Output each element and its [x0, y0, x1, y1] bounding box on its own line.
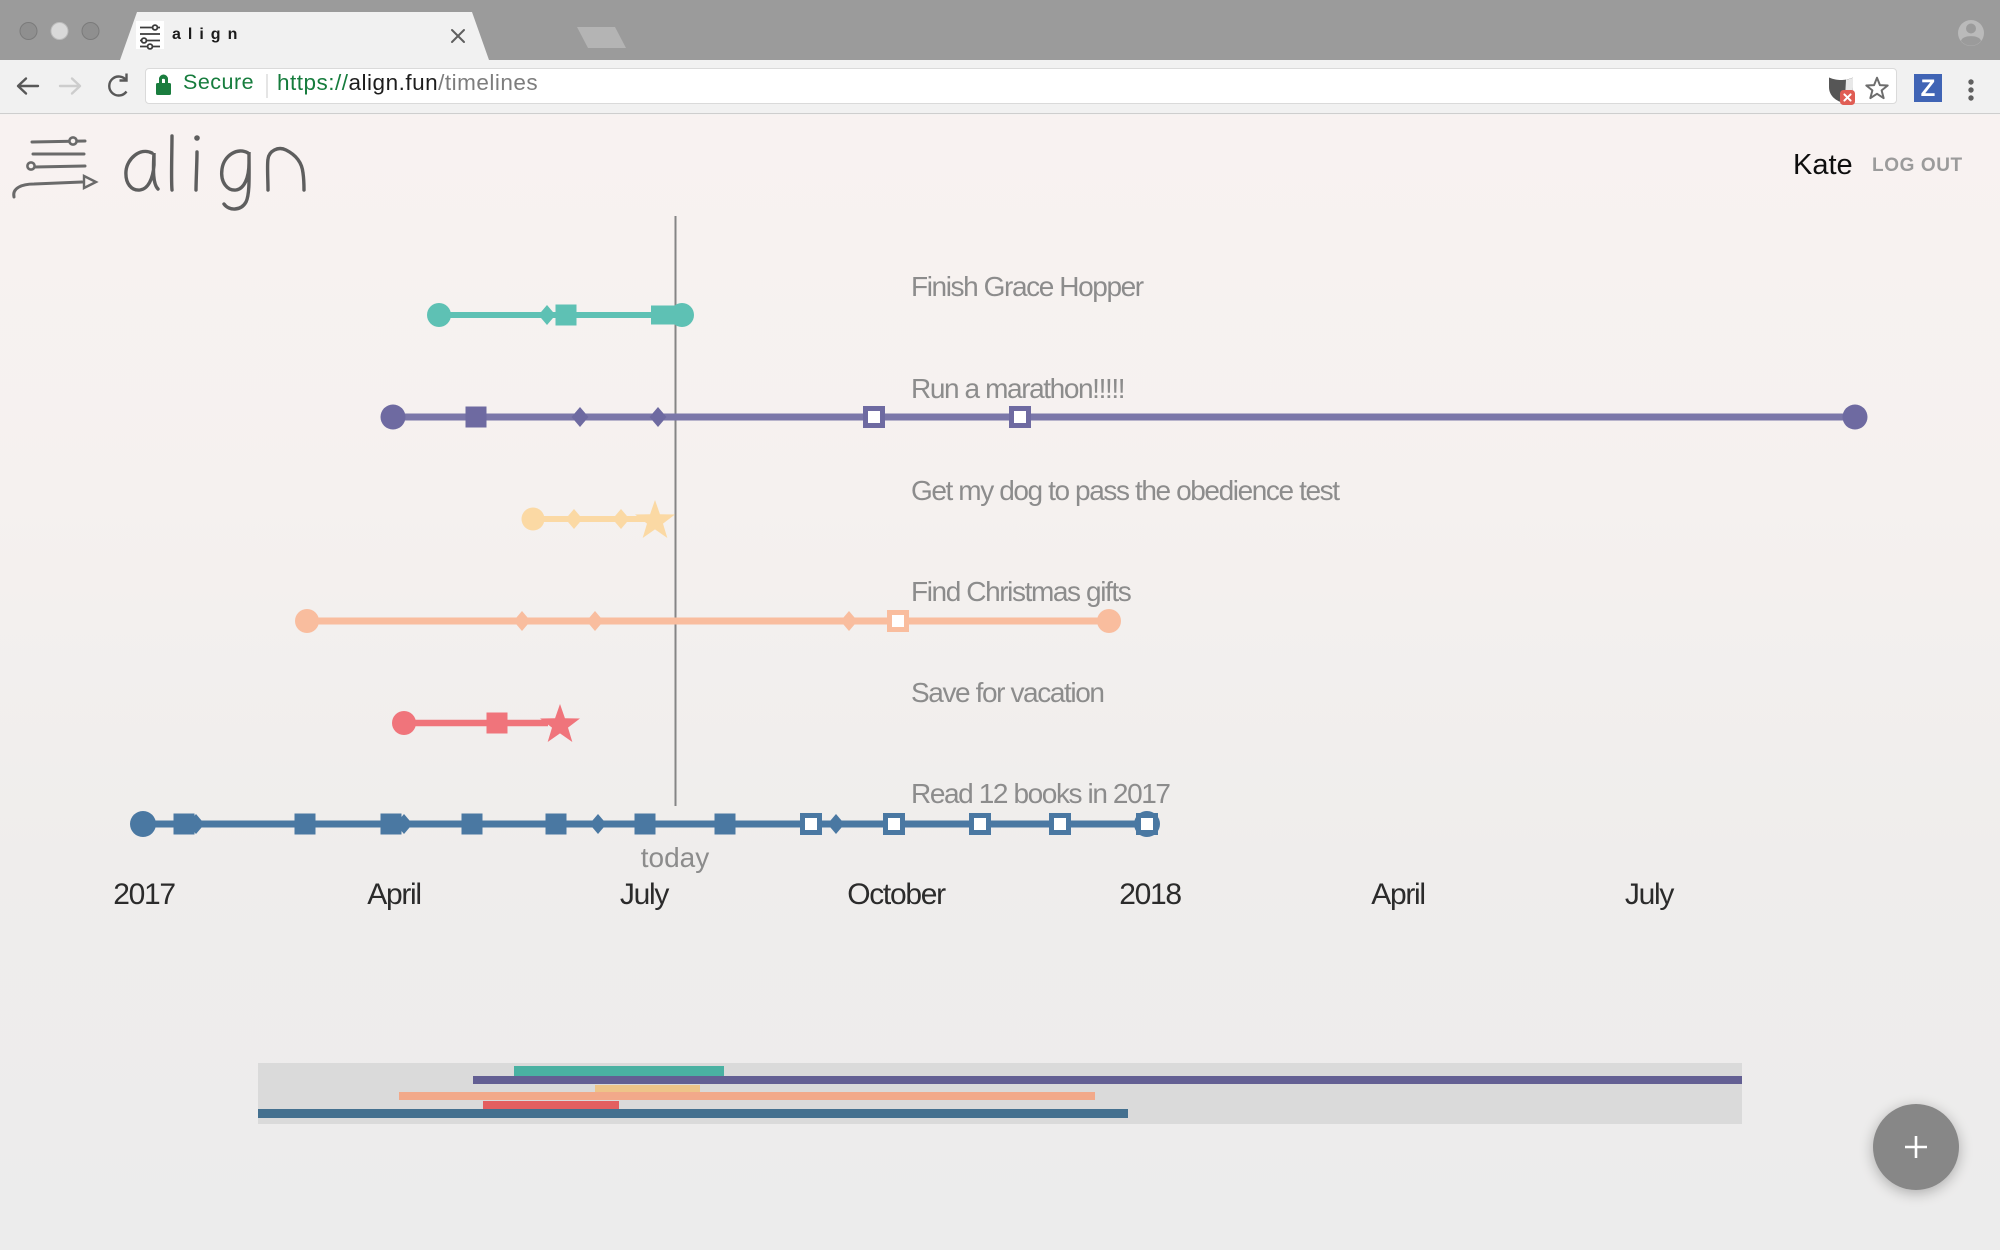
svg-text:April: April [1371, 878, 1425, 911]
svg-text:today: today [641, 842, 710, 873]
svg-text:Read 12 books in 2017: Read 12 books in 2017 [911, 778, 1170, 809]
svg-text:April: April [367, 878, 421, 911]
svg-text:2017: 2017 [113, 878, 175, 911]
svg-text:2018: 2018 [1119, 878, 1181, 911]
svg-text:Z: Z [1921, 75, 1936, 102]
svg-text:July: July [620, 878, 669, 911]
svg-text:Finish Grace Hopper: Finish Grace Hopper [911, 271, 1144, 302]
svg-text:October: October [847, 878, 946, 911]
svg-text:July: July [1625, 878, 1674, 911]
svg-text:Save for vacation: Save for vacation [911, 677, 1104, 708]
svg-text:Get my dog to pass the obedien: Get my dog to pass the obedience test [911, 475, 1340, 506]
svg-text:Find Christmas gifts: Find Christmas gifts [911, 576, 1131, 607]
svg-text:Run a marathon!!!!!: Run a marathon!!!!! [911, 373, 1124, 404]
